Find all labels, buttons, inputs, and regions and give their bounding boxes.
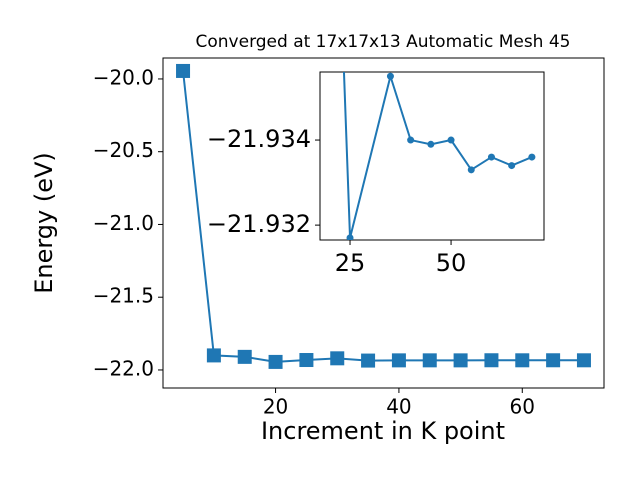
marker (176, 63, 191, 78)
series-line (342, 72, 533, 239)
x-tick-label: 25 (335, 249, 366, 277)
plot-clip (176, 63, 591, 369)
x-tick-label: 20 (263, 395, 288, 419)
marker (299, 353, 314, 368)
marker (508, 162, 516, 170)
marker (386, 72, 394, 80)
marker (487, 153, 495, 161)
x-tick-label: 50 (436, 249, 467, 277)
x-tick-label: 40 (386, 395, 411, 419)
marker (427, 140, 435, 148)
y-tick-label: −21.0 (93, 211, 154, 235)
marker (447, 136, 455, 144)
chart-title: Converged at 17x17x13 Automatic Mesh 45 (196, 32, 571, 52)
y-tick-label: −21.5 (93, 284, 154, 308)
y-axis-label: Energy (eV) (30, 152, 58, 294)
marker (330, 351, 345, 366)
marker (453, 353, 468, 368)
y-tick-label: −20.0 (93, 65, 154, 89)
marker (422, 353, 437, 368)
marker (346, 234, 354, 240)
marker (576, 353, 591, 368)
marker (361, 353, 376, 368)
marker (467, 166, 475, 174)
plot-area (319, 71, 545, 241)
marker (206, 348, 221, 363)
marker (528, 153, 536, 161)
y-tick-label: −21.932 (207, 210, 311, 238)
marker (546, 353, 561, 368)
marker (268, 354, 283, 369)
y-tick-label: −22.0 (93, 356, 154, 380)
marker (237, 349, 252, 364)
marker (515, 353, 530, 368)
y-tick-label: −20.5 (93, 138, 154, 162)
marker (407, 136, 415, 144)
plot-clip (342, 72, 536, 240)
x-tick-label: 60 (510, 395, 535, 419)
marker (391, 353, 406, 368)
marker (484, 353, 499, 368)
x-axis-label: Increment in K point (261, 417, 505, 445)
y-tick-label: −21.934 (207, 125, 311, 153)
